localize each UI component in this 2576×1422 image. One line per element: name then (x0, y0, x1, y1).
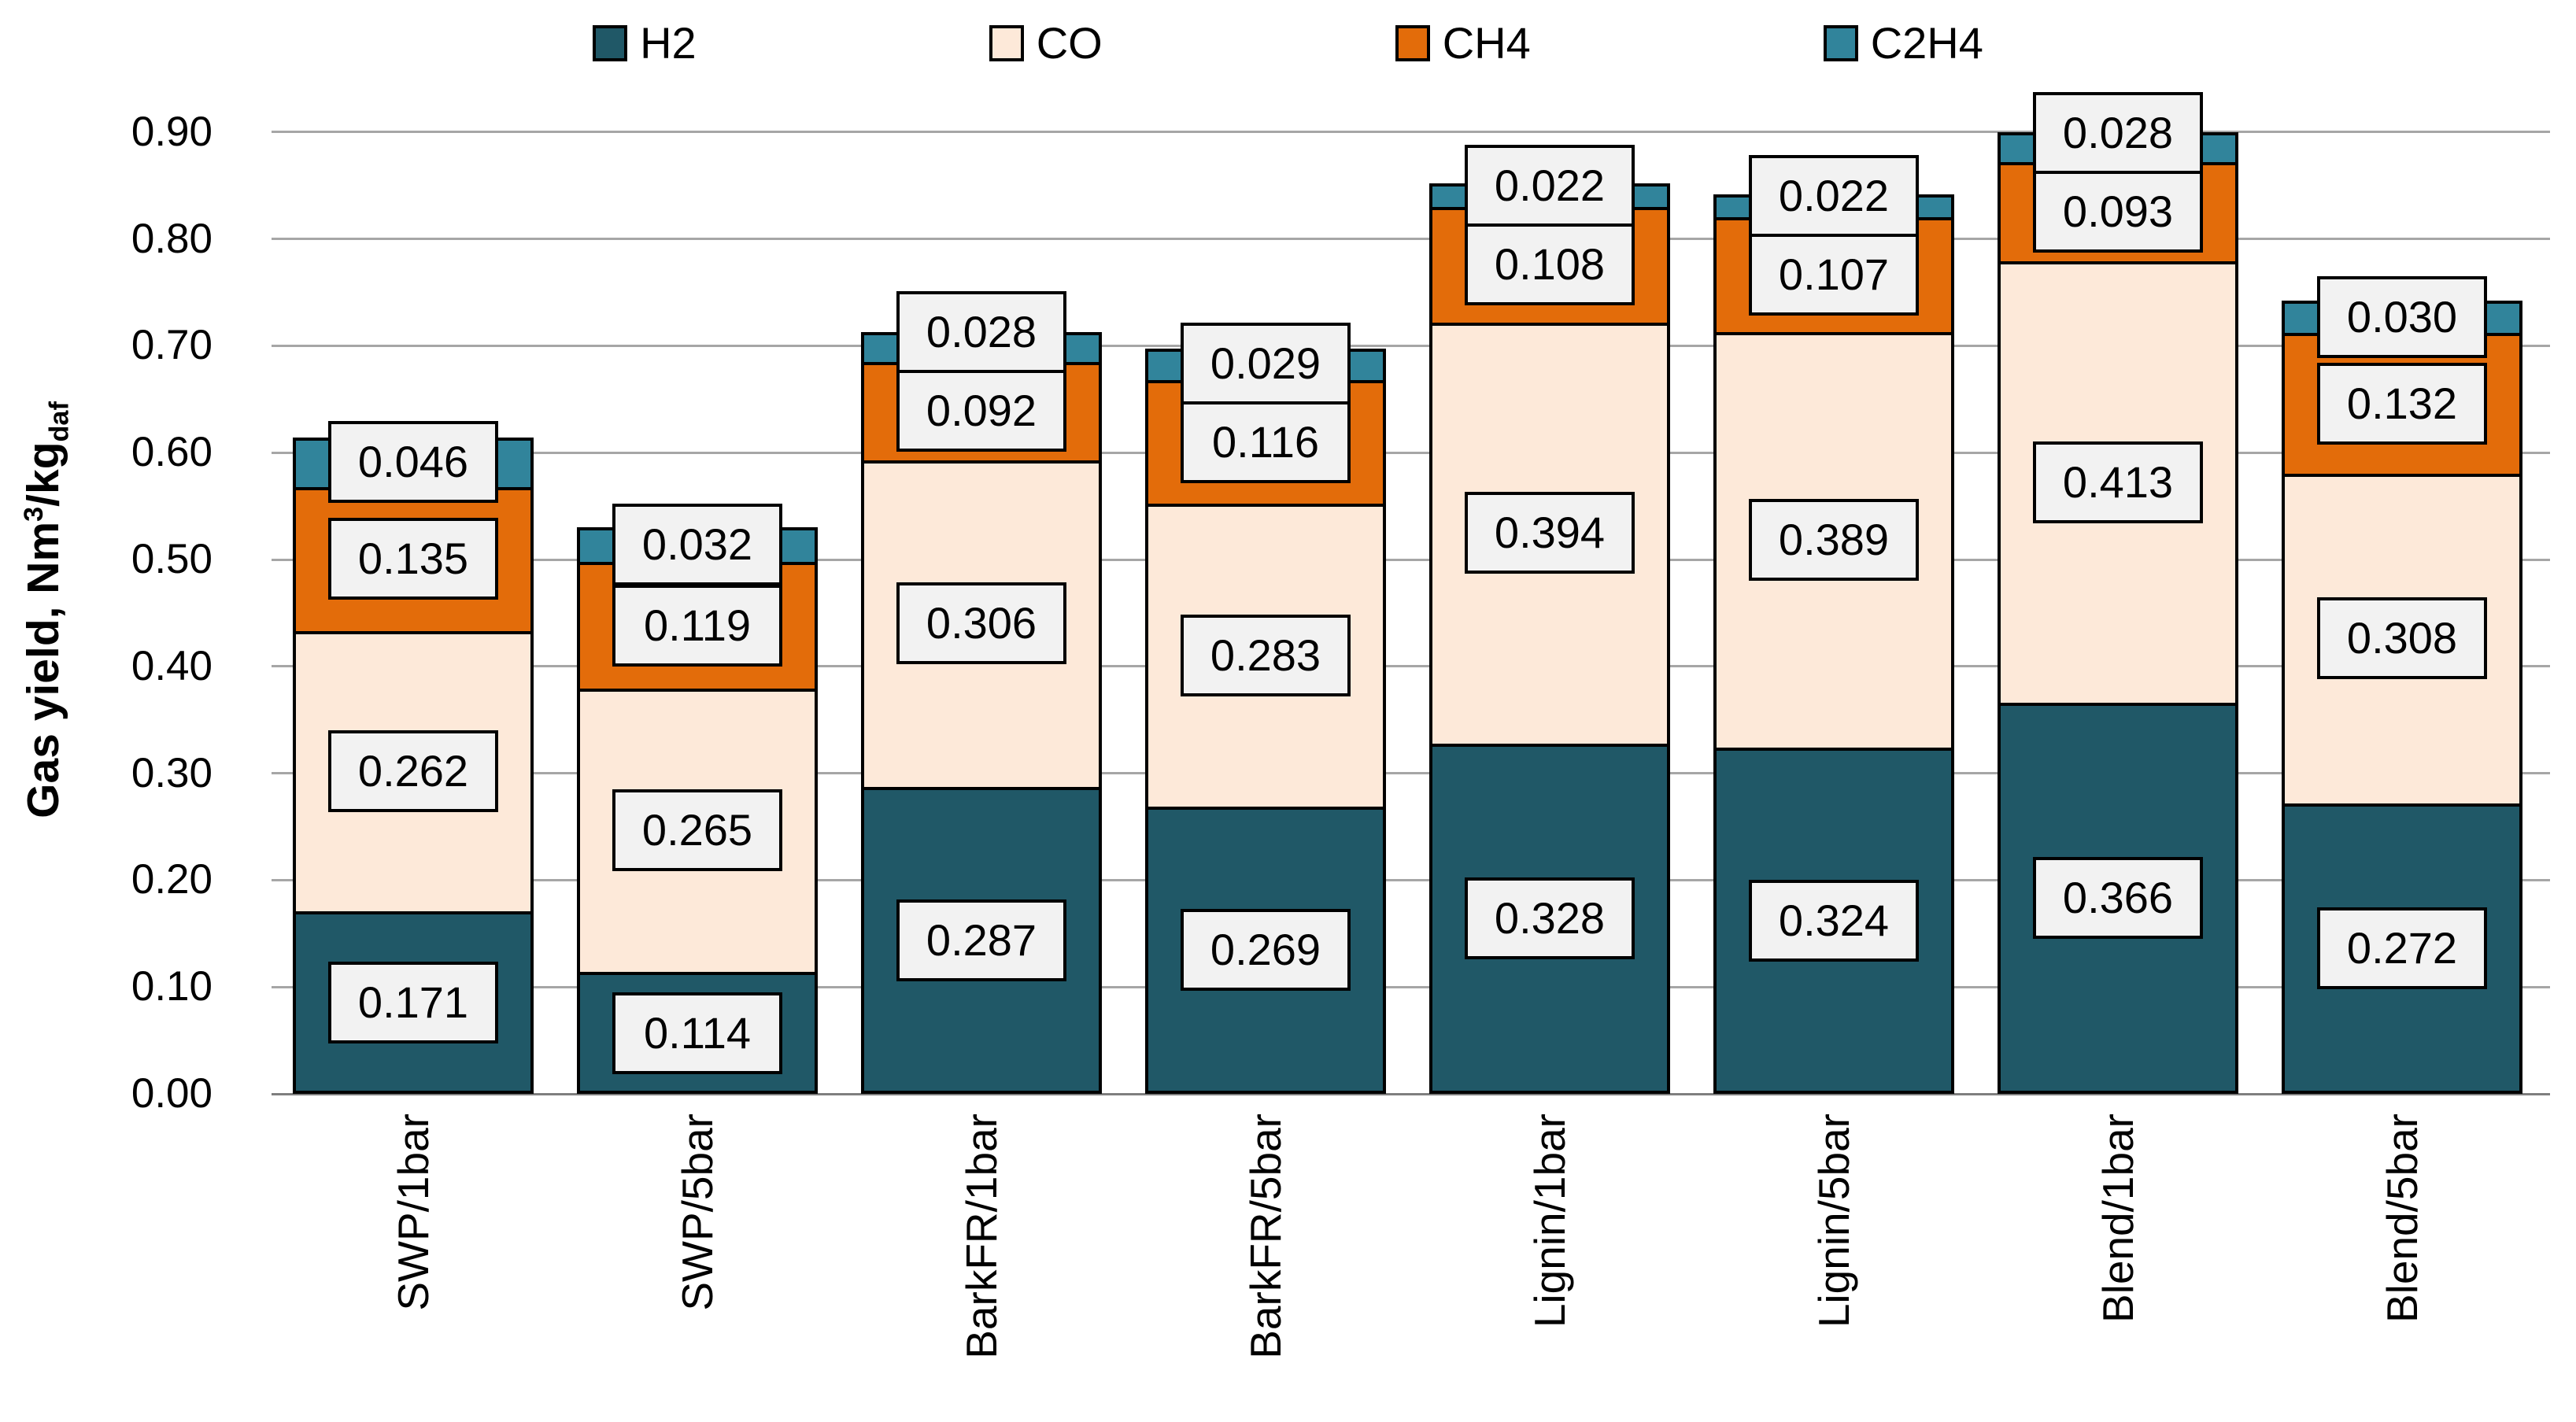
data-label-c2h4: 0.029 (1181, 322, 1351, 404)
data-label-ch4: 0.116 (1181, 401, 1351, 483)
data-label-h2: 0.328 (1465, 877, 1635, 960)
y-tick-label: 0.60 (131, 429, 213, 476)
gridline-0.20 (293, 878, 2550, 881)
data-label-c2h4: 0.022 (1749, 155, 1919, 238)
gridline-0.10 (293, 985, 2550, 988)
y-tick-label: 0.10 (131, 963, 213, 1010)
legend-label-c2h4: C2H4 (1870, 18, 1983, 68)
y-tick-0.10 (272, 985, 293, 988)
gridline-0.80 (293, 238, 2550, 241)
legend-label-co: CO (1036, 18, 1103, 68)
y-tick-0.00 (272, 1092, 293, 1095)
legend-item-co: CO (989, 20, 1103, 67)
data-label-h2: 0.272 (2317, 907, 2487, 990)
x-axis-label-blend-1bar: Blend/1bar (2094, 1114, 2142, 1324)
data-label-h2: 0.324 (1749, 880, 1919, 962)
gridline-0.00 (293, 1092, 2550, 1095)
x-axis-label-barkfr-5bar: BarkFR/5bar (1241, 1114, 1290, 1359)
legend-swatch-c2h4 (1823, 25, 1858, 61)
y-tick-0.80 (272, 238, 293, 241)
data-label-ch4: 0.132 (2317, 362, 2487, 445)
legend-item-c2h4: C2H4 (1823, 18, 1983, 68)
data-label-h2: 0.366 (2033, 857, 2203, 940)
y-tick-label: 0.70 (131, 322, 213, 369)
y-tick-0.20 (272, 878, 293, 881)
legend-label-h2: H2 (640, 18, 697, 68)
data-label-c2h4: 0.030 (2317, 275, 2487, 358)
y-tick-label: 0.00 (131, 1070, 213, 1117)
legend: H2 CO CH4 C2H4 (0, 17, 2576, 69)
y-tick-label: 0.40 (131, 642, 213, 689)
data-label-h2: 0.114 (612, 992, 782, 1074)
data-label-co: 0.265 (612, 789, 782, 872)
gridline-0.60 (293, 451, 2550, 454)
y-tick-label: 0.80 (131, 215, 213, 262)
x-axis-label-swp-1bar: SWP/1bar (389, 1114, 438, 1311)
legend-item-ch4: CH4 (1395, 20, 1531, 67)
x-axis-label-lignin-1bar: Lignin/1bar (1525, 1114, 1574, 1328)
legend-swatch-co (989, 25, 1024, 61)
data-label-c2h4: 0.046 (328, 421, 498, 504)
gridline-0.40 (293, 665, 2550, 668)
data-label-ch4: 0.107 (1749, 234, 1919, 316)
data-label-c2h4: 0.028 (896, 291, 1066, 374)
y-tick-0.40 (272, 665, 293, 668)
data-label-co: 0.262 (328, 729, 498, 812)
y-axis-title-text: Gas yield, Nm (18, 521, 68, 818)
data-label-ch4: 0.093 (2033, 170, 2203, 253)
x-axis-label-swp-5bar: SWP/5bar (673, 1114, 722, 1311)
y-tick-0.90 (272, 131, 293, 134)
legend-item-h2: H2 (593, 20, 697, 67)
data-label-co: 0.306 (896, 582, 1066, 665)
data-label-co: 0.283 (1181, 614, 1351, 696)
data-label-ch4: 0.108 (1465, 223, 1635, 306)
x-axis-label-lignin-5bar: Lignin/5bar (1809, 1114, 1858, 1328)
legend-swatch-h2 (593, 25, 628, 61)
gridline-0.90 (293, 131, 2550, 134)
legend-label-ch4: CH4 (1442, 18, 1531, 68)
data-label-c2h4: 0.028 (2033, 91, 2203, 174)
y-axis-title: Gas yield, Nm3/kgdaf (6, 94, 74, 1125)
y-tick-0.50 (272, 558, 293, 561)
data-label-co: 0.308 (2317, 597, 2487, 680)
data-label-h2: 0.287 (896, 899, 1066, 982)
y-tick-0.70 (272, 344, 293, 347)
data-label-co: 0.413 (2033, 441, 2203, 523)
data-label-ch4: 0.119 (612, 584, 782, 667)
y-axis-title-units: /kg (18, 441, 68, 507)
x-axis-label-barkfr-1bar: BarkFR/1bar (957, 1114, 1006, 1359)
y-axis-title-subscript: daf (44, 401, 75, 442)
data-label-h2: 0.269 (1181, 909, 1351, 992)
y-axis-title-superscript: 3 (19, 506, 49, 522)
x-axis-label-blend-5bar: Blend/5bar (2378, 1114, 2426, 1324)
y-tick-label: 0.50 (131, 536, 213, 582)
y-tick-label: 0.20 (131, 856, 213, 903)
data-label-ch4: 0.135 (328, 518, 498, 600)
data-label-co: 0.394 (1465, 492, 1635, 574)
y-tick-label: 0.30 (131, 749, 213, 796)
gridline-0.50 (293, 558, 2550, 561)
y-tick-0.60 (272, 451, 293, 454)
gridline-0.30 (293, 772, 2550, 775)
data-label-ch4: 0.092 (896, 370, 1066, 452)
y-tick-0.30 (272, 772, 293, 775)
data-label-co: 0.389 (1749, 498, 1919, 581)
legend-swatch-ch4 (1395, 25, 1430, 61)
gridline-0.70 (293, 344, 2550, 347)
y-tick-label: 0.90 (131, 108, 213, 155)
data-label-h2: 0.171 (328, 961, 498, 1043)
data-label-c2h4: 0.032 (612, 503, 782, 585)
data-label-c2h4: 0.022 (1465, 145, 1635, 227)
